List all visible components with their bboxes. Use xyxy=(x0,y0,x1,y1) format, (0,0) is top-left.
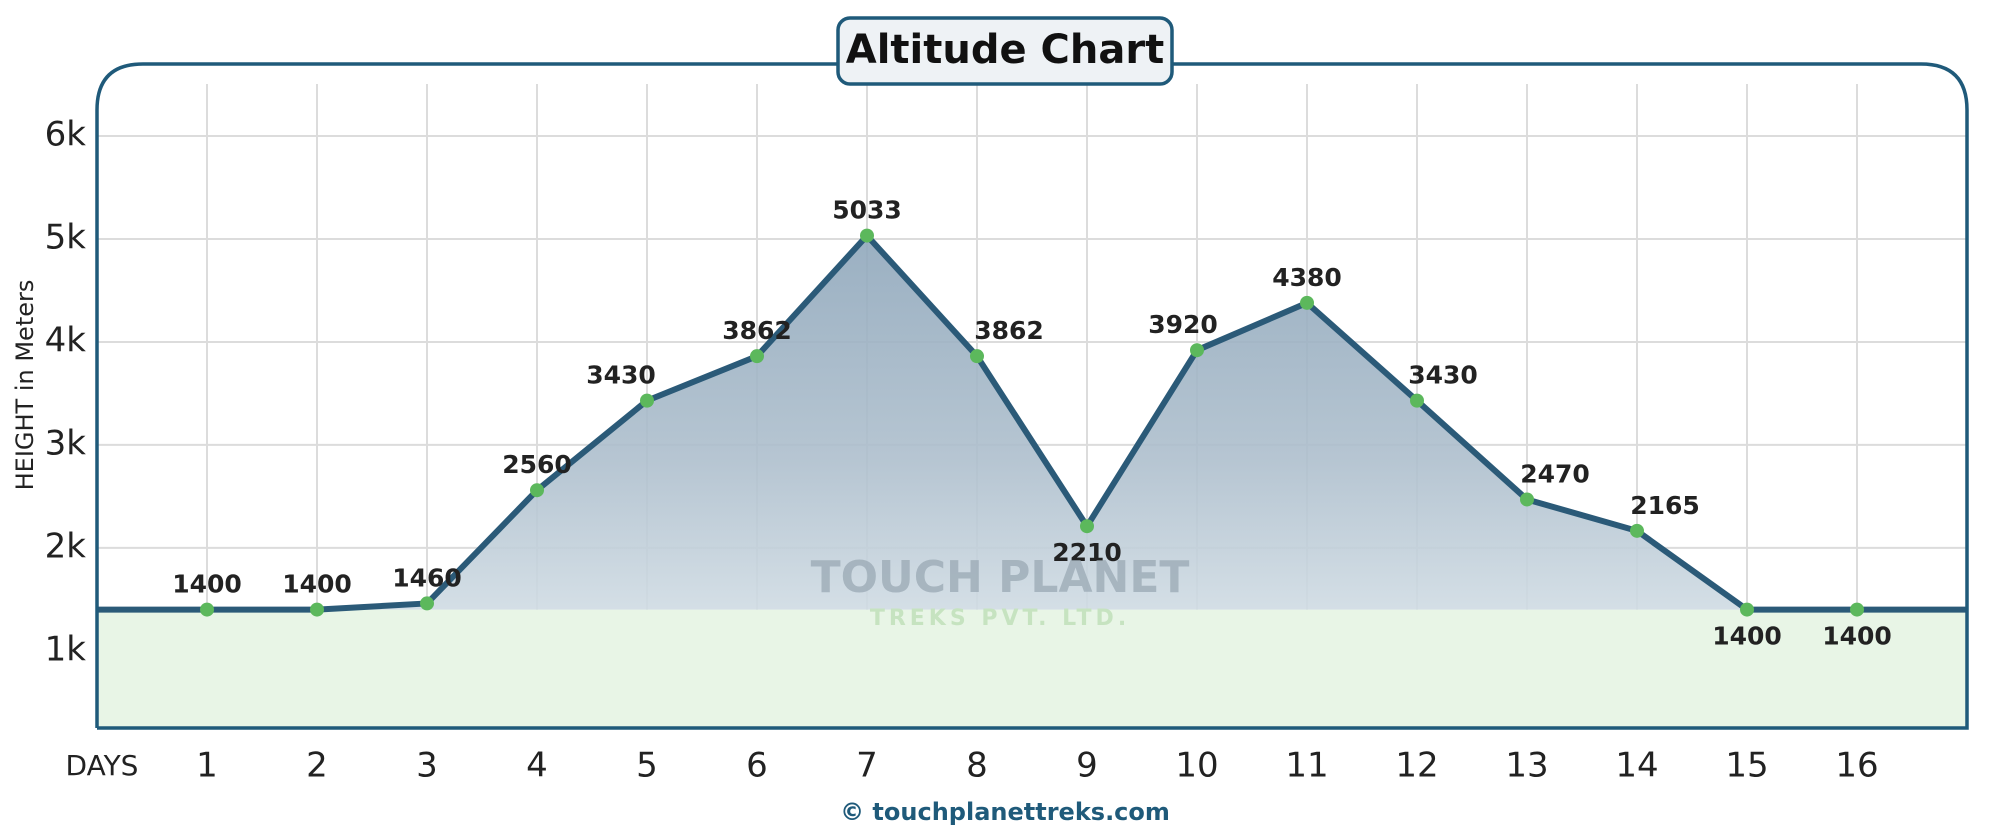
x-tick-label: 10 xyxy=(1175,746,1218,786)
footer-link: © touchplanettreks.com xyxy=(840,798,1170,826)
chart-title: Altitude Chart xyxy=(846,27,1164,73)
data-label: 1400 xyxy=(172,570,242,599)
data-label: 5033 xyxy=(832,196,902,225)
watermark: TOUCH PLANET xyxy=(811,552,1190,603)
x-tick-label: 6 xyxy=(746,746,768,786)
data-label: 3430 xyxy=(586,361,656,390)
x-tick-label: 9 xyxy=(1076,746,1098,786)
data-point xyxy=(530,483,544,498)
y-tick-label: 2k xyxy=(45,526,87,566)
x-tick-label: 11 xyxy=(1285,746,1328,786)
data-label: 3920 xyxy=(1148,310,1218,339)
frame xyxy=(95,62,1969,730)
y-tick-label: 6k xyxy=(45,115,87,155)
x-tick-label: 1 xyxy=(196,746,218,786)
x-axis-label: DAYS xyxy=(66,749,139,782)
data-point xyxy=(1740,602,1754,617)
data-point xyxy=(1190,343,1204,358)
x-tick-label: 2 xyxy=(306,746,328,786)
x-tick-label: 7 xyxy=(856,746,878,786)
plot-area: 1400 1400 1460 2560 3430 3862 5033 3862 2210 3920… xyxy=(97,196,1967,728)
data-point xyxy=(1300,295,1314,310)
x-tick-label: 13 xyxy=(1505,746,1548,786)
y-axis-label: HEIGHT in Meters xyxy=(11,280,39,491)
data-point xyxy=(860,228,874,243)
y-tick-label: 1k xyxy=(45,629,87,669)
data-point xyxy=(750,349,764,364)
data-point xyxy=(310,602,324,617)
data-point xyxy=(1630,523,1644,538)
base-band xyxy=(97,609,1967,728)
x-tick-label: 8 xyxy=(966,746,988,786)
data-label: 4380 xyxy=(1272,263,1342,292)
data-label: 1400 xyxy=(282,570,352,599)
data-label: 3862 xyxy=(974,316,1044,345)
data-label: 2165 xyxy=(1630,491,1700,520)
data-label: 1400 xyxy=(1822,622,1892,651)
mountain-area xyxy=(207,235,1857,610)
x-tick-label: 16 xyxy=(1835,746,1878,786)
data-label: 3430 xyxy=(1408,361,1478,390)
y-tick-label: 5k xyxy=(45,218,87,258)
y-tick-label: 4k xyxy=(45,320,87,360)
y-tick-label: 3k xyxy=(45,423,87,463)
x-tick-label: 5 xyxy=(636,746,658,786)
data-label: 2210 xyxy=(1052,538,1122,567)
data-point xyxy=(970,349,984,364)
x-tick-label: 4 xyxy=(526,746,548,786)
data-point xyxy=(640,393,654,408)
title-box xyxy=(836,16,1174,86)
data-point xyxy=(1080,519,1094,534)
altitude-line xyxy=(207,232,1857,613)
data-label: 3862 xyxy=(722,316,792,345)
data-point xyxy=(200,602,214,617)
data-label: 2560 xyxy=(502,450,572,479)
x-tick-label: 12 xyxy=(1395,746,1438,786)
data-label: 2470 xyxy=(1520,459,1590,488)
data-point xyxy=(1410,393,1424,408)
watermark-sub: TREKS PVT. LTD. xyxy=(870,606,1130,631)
data-point xyxy=(420,596,434,611)
data-point xyxy=(1850,602,1864,617)
data-point xyxy=(1520,492,1534,507)
x-tick-label: 15 xyxy=(1725,746,1768,786)
data-label: 1400 xyxy=(1712,622,1782,651)
data-label: 1460 xyxy=(392,563,462,592)
x-tick-label: 3 xyxy=(416,746,438,786)
x-tick-label: 14 xyxy=(1615,746,1658,786)
